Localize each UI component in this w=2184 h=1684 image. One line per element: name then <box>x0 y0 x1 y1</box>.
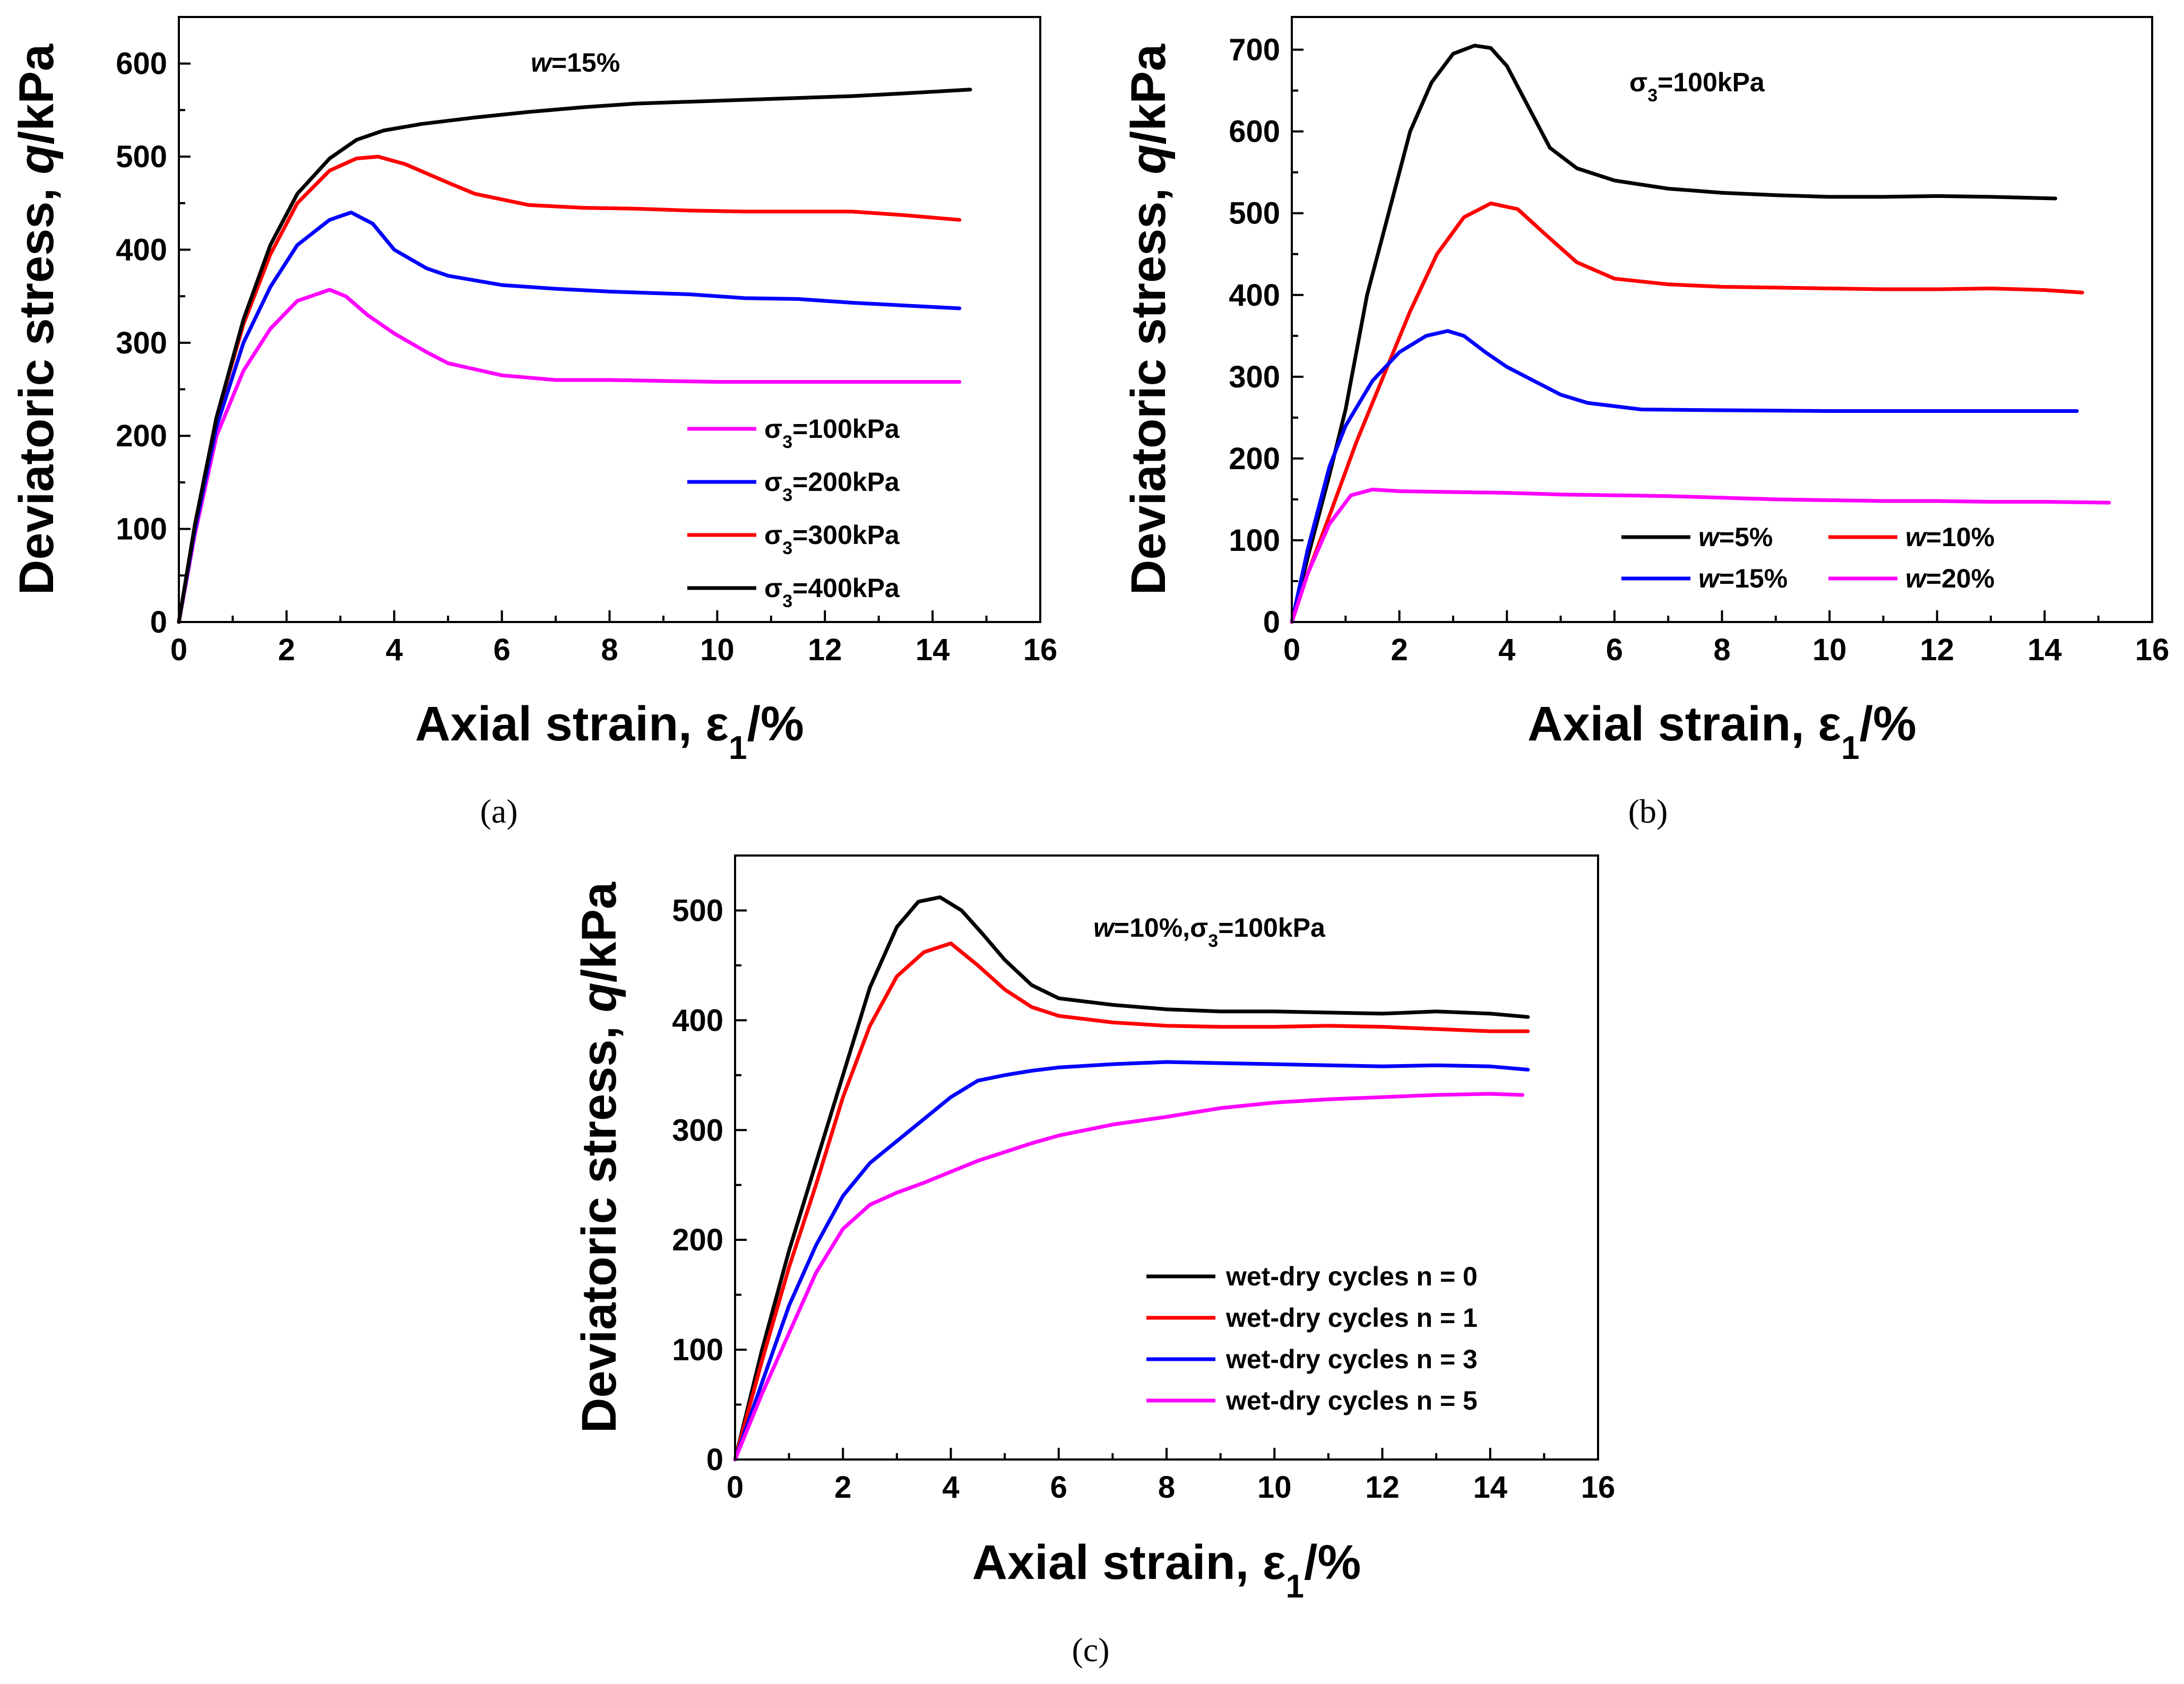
panel-label: (a) <box>480 792 517 830</box>
x-axis-title: Axial strain, ε1/% <box>1527 697 1917 766</box>
y-tick-label: 500 <box>672 893 723 928</box>
panel-label: (b) <box>1628 792 1668 830</box>
y-tick-label: 100 <box>116 512 167 547</box>
legend-label: σ3=200kPa <box>764 467 900 505</box>
legend-label: wet-dry cycles n = 3 <box>1225 1344 1478 1374</box>
y-tick-label: 100 <box>1229 523 1280 558</box>
legend-label: w=15% <box>1698 564 1788 593</box>
x-tick-label: 6 <box>1606 633 1623 667</box>
x-tick-label: 16 <box>1023 633 1058 667</box>
x-tick-label: 0 <box>1283 633 1300 667</box>
y-tick-label: 200 <box>116 419 167 453</box>
plot-frame <box>178 16 1041 623</box>
x-tick-label: 16 <box>2135 633 2170 667</box>
legend-label: w=10% <box>1905 522 1995 552</box>
y-tick-label: 400 <box>1229 278 1280 313</box>
y-tick-label: 200 <box>672 1223 723 1257</box>
x-tick-label: 12 <box>808 633 842 667</box>
x-tick-label: 14 <box>916 633 950 667</box>
x-tick-label: 0 <box>727 1470 744 1505</box>
chart-panel-3: 0 2 4 6 8 10 12 14 16 0 100 200 300 400 500 Axial strai… <box>572 854 1616 1669</box>
x-tick-label: 2 <box>278 633 295 667</box>
x-tick-label: 8 <box>1713 633 1730 667</box>
series-line-1 <box>1290 44 2058 624</box>
series-line-3 <box>1290 329 2079 624</box>
series-line-2 <box>733 942 1530 1462</box>
x-tick-label: 4 <box>942 1470 959 1505</box>
x-tick-label: 12 <box>1365 1470 1400 1505</box>
legend: w=5% w=10% w=15% w=20% <box>1621 522 1995 593</box>
series-line-2 <box>1290 201 2084 624</box>
y-tick-label: 300 <box>672 1113 723 1147</box>
x-tick-label: 10 <box>1257 1470 1292 1505</box>
y-tick-label: 200 <box>1229 442 1280 476</box>
series-line-1 <box>177 288 962 624</box>
series-line-1 <box>733 895 1530 1462</box>
x-tick-label: 14 <box>2027 633 2062 667</box>
series-line-2 <box>177 210 962 624</box>
x-tick-label: 6 <box>1050 1470 1067 1505</box>
y-tick-label: 700 <box>1229 33 1280 67</box>
x-tick-label: 14 <box>1473 1470 1507 1505</box>
y-tick-label: 300 <box>116 326 167 360</box>
series-line-3 <box>177 154 962 624</box>
legend-label: w=5% <box>1698 522 1773 552</box>
x-tick-label: 10 <box>1812 633 1847 667</box>
legend-label: wet-dry cycles n = 5 <box>1225 1386 1478 1415</box>
x-tick-label: 2 <box>1391 633 1408 667</box>
y-tick-label: 0 <box>1263 605 1280 640</box>
chart-panel-2: 0 2 4 6 8 10 12 14 16 0 100 200 300 400 500 600 700 Axial… <box>1121 16 2170 830</box>
x-tick-label: 6 <box>493 633 510 667</box>
series-line-4 <box>177 88 972 624</box>
y-axis-title: Deviatoric stress, q/kPa <box>572 882 626 1433</box>
x-tick-label: 4 <box>386 633 403 667</box>
series-line-3 <box>733 1060 1530 1462</box>
y-tick-label: 400 <box>672 1003 723 1038</box>
x-tick-label: 12 <box>1920 633 1954 667</box>
legend: σ3=100kPa σ3=200kPa σ3=300kPa σ3=400kPa <box>687 414 900 611</box>
legend-label: w=20% <box>1905 564 1995 593</box>
y-tick-label: 600 <box>1229 115 1280 149</box>
x-axis-title: Axial strain, ε1/% <box>415 697 804 766</box>
y-axis-title: Deviatoric stress, q/kPa <box>10 44 64 595</box>
legend-label: σ3=300kPa <box>764 520 900 558</box>
chart-panel-1: 0 2 4 6 8 10 12 14 16 0 100 200 300 400 500 600 Axial st… <box>10 16 1058 830</box>
y-tick-label: 500 <box>116 140 167 174</box>
y-tick-label: 600 <box>116 47 167 81</box>
x-tick-label: 8 <box>1158 1470 1175 1505</box>
x-tick-label: 0 <box>170 633 187 667</box>
y-tick-label: 500 <box>1229 196 1280 231</box>
y-tick-label: 0 <box>150 605 167 640</box>
condition-annotation: σ3=100kPa <box>1629 67 1765 106</box>
series-line-4 <box>1290 487 2111 624</box>
x-tick-label: 2 <box>834 1470 851 1505</box>
condition-annotation: w=10%,σ3=100kPa <box>1093 913 1326 951</box>
series-line-4 <box>733 1092 1525 1462</box>
y-tick-label: 300 <box>1229 360 1280 394</box>
legend-label: wet-dry cycles n = 1 <box>1225 1303 1478 1333</box>
y-tick-label: 400 <box>116 232 167 267</box>
y-tick-label: 100 <box>672 1333 723 1367</box>
y-tick-label: 0 <box>706 1443 723 1477</box>
x-axis-title: Axial strain, ε1/% <box>972 1535 1361 1605</box>
legend-label: wet-dry cycles n = 0 <box>1225 1262 1478 1291</box>
legend: wet-dry cycles n = 0 wet-dry cycles n = 1… <box>1146 1262 1478 1415</box>
x-tick-label: 16 <box>1581 1470 1616 1505</box>
condition-annotation: w=15% <box>531 48 620 77</box>
legend-label: σ3=400kPa <box>764 573 900 611</box>
panel-label: (c) <box>1072 1631 1109 1669</box>
x-tick-label: 4 <box>1498 633 1515 667</box>
y-axis-title: Deviatoric stress, q/kPa <box>1121 44 1176 595</box>
x-tick-label: 8 <box>601 633 618 667</box>
legend-label: σ3=100kPa <box>764 414 900 452</box>
x-tick-label: 10 <box>700 633 735 667</box>
